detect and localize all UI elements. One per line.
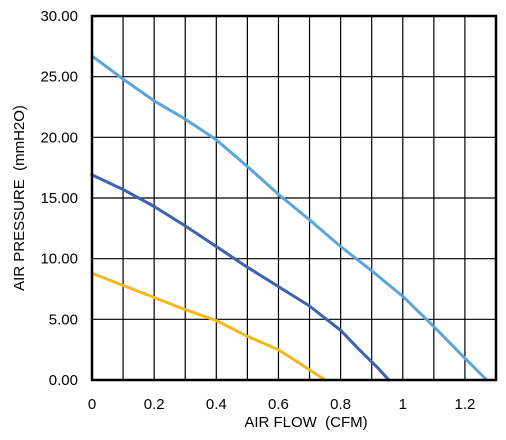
- x-axis-label: AIR FLOW (CFM): [244, 414, 367, 431]
- x-tick-label: 0.4: [206, 396, 227, 413]
- y-axis-label: AIR PRESSURE (mmH2O): [11, 105, 28, 291]
- series-line-2: [90, 173, 391, 382]
- x-tick-label: 0.6: [268, 396, 289, 413]
- y-tick-label: 30.00: [40, 8, 78, 25]
- y-tick-label: 20.00: [40, 129, 78, 146]
- y-tick-label: 0.00: [49, 372, 78, 389]
- x-tick-label: 0.8: [330, 396, 351, 413]
- grid-lines: [92, 16, 496, 380]
- y-tick-label: 10.00: [40, 251, 78, 268]
- y-tick-label: 25.00: [40, 69, 78, 86]
- x-tick-label: 1: [399, 396, 407, 413]
- y-tick-labels: 0.00 5.00 10.00 15.00 20.00 25.00 30.00: [40, 8, 78, 389]
- y-tick-label: 15.00: [40, 190, 78, 207]
- series-layer: [90, 54, 489, 382]
- series-line-1: [90, 54, 489, 382]
- x-tick-label: 0: [88, 396, 96, 413]
- x-tick-label: 0.2: [144, 396, 165, 413]
- x-tick-label: 1.2: [454, 396, 475, 413]
- y-tick-label: 5.00: [49, 311, 78, 328]
- series-line-3: [90, 271, 327, 382]
- plot-area-frame: [90, 14, 498, 382]
- x-tick-labels: 0 0.2 0.4 0.6 0.8 1 1.2: [88, 396, 476, 413]
